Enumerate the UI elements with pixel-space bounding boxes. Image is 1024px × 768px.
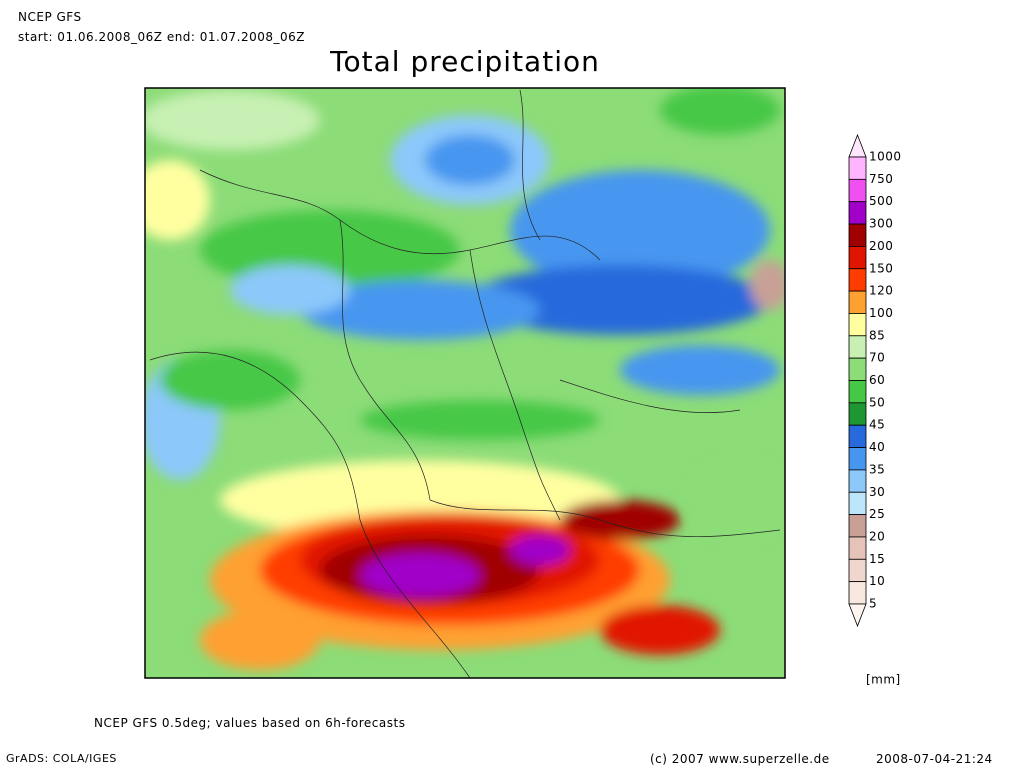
model-label: NCEP GFS <box>18 10 82 24</box>
colorbar-segment <box>848 491 867 516</box>
colorbar-label: 150 <box>869 261 893 275</box>
colorbar-label: 60 <box>869 373 885 387</box>
colorbar-segment <box>848 268 867 292</box>
colorbar-label: 50 <box>869 395 885 409</box>
colorbar-label: 5 <box>869 597 877 611</box>
colorbar-label: 200 <box>869 239 893 253</box>
colorbar-label: 85 <box>869 328 885 342</box>
colorbar-label: 1000 <box>869 150 902 164</box>
footer-note: NCEP GFS 0.5deg; values based on 6h-fore… <box>94 716 406 730</box>
colorbar-segment <box>848 581 867 605</box>
colorbar-segment <box>848 424 867 448</box>
software-label: GrADS: COLA/IGES <box>6 752 117 765</box>
colorbar-segment <box>848 558 867 583</box>
timestamp: 2008-07-04-21:24 <box>876 752 993 766</box>
colorbar-label: 70 <box>869 351 885 365</box>
colorbar-segment <box>848 447 867 471</box>
borders <box>149 89 781 678</box>
colorbar-label: 20 <box>869 529 885 543</box>
precip-field <box>145 88 785 678</box>
colorbar-label: 10 <box>869 574 885 588</box>
colorbar-label: 35 <box>869 462 885 476</box>
colorbar-label: 100 <box>869 306 893 320</box>
map-title: Total precipitation <box>330 45 600 78</box>
map-frame <box>144 87 786 679</box>
colorbar-segment <box>848 335 867 359</box>
colorbar-label: 45 <box>869 418 885 432</box>
unit-label: [mm] <box>866 673 901 687</box>
colorbar-segment <box>848 156 867 180</box>
colorbar-segment <box>848 380 867 404</box>
period-label: start: 01.06.2008_06Z end: 01.07.2008_06… <box>18 30 305 44</box>
colorbar-segment <box>848 313 867 337</box>
colorbar-segment <box>848 514 867 538</box>
field-blobs <box>145 88 785 670</box>
colorbar-label: 30 <box>869 485 885 499</box>
colorbar-label: 25 <box>869 507 885 521</box>
colorbar-segment <box>848 223 867 247</box>
colorbar-segment <box>848 201 867 225</box>
colorbar-label: 300 <box>869 217 893 231</box>
colorbar-segment <box>848 469 867 493</box>
colorbar-cap <box>848 133 867 158</box>
colorbar-label: 750 <box>869 172 893 186</box>
colorbar-label: 120 <box>869 284 893 298</box>
colorbar-label: 40 <box>869 440 885 454</box>
colorbar: 1000 750 500 300 200 150 120 100 85 70 60 50 45 40 35 3… <box>848 133 902 628</box>
copyright: (c) 2007 www.superzelle.de <box>650 752 830 766</box>
colorbar-segment <box>848 402 867 426</box>
colorbar-segment <box>848 290 867 314</box>
colorbar-cap <box>848 603 867 628</box>
colorbar-segment <box>848 178 867 203</box>
colorbar-label: 500 <box>869 194 893 208</box>
colorbar-label: 15 <box>869 552 885 566</box>
colorbar-segment <box>848 536 867 560</box>
colorbar-segment <box>848 245 867 270</box>
colorbar-segment <box>848 357 867 381</box>
